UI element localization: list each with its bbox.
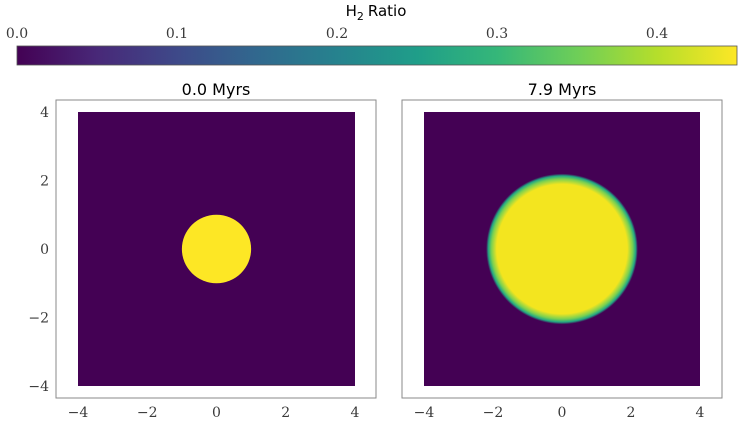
colorbar-tick-label: 0.2 [326,26,348,42]
x-tick-label: −4 [414,405,435,421]
y-tick-label: −4 [28,379,49,395]
panel-2-heatmap [424,112,700,386]
x-tick-label: 2 [281,405,290,421]
colorbar-title: H2 Ratio [346,2,407,23]
panel-1-heatmap [78,112,355,386]
x-tick-label: 0 [212,405,221,421]
x-tick-label: −2 [483,405,504,421]
y-tick-label: 0 [40,242,49,258]
y-tick-label: 2 [40,174,49,190]
x-tick-label: −4 [68,405,89,421]
colorbar-tick-label: 0.3 [486,26,508,42]
x-tick-label: 2 [627,405,636,421]
x-tick-label: 0 [558,405,567,421]
panel-2-x-ticks: −4 −2 0 2 4 [414,405,705,421]
colorbar-tick-label: 0.0 [6,26,28,42]
panel-1-y-ticks: 4 2 0 −2 −4 [28,105,49,395]
colorbar-ticks: 0.0 0.1 0.2 0.3 0.4 [6,26,668,42]
panel-2-title: 7.9 Myrs [528,80,597,99]
y-tick-label: −2 [28,311,49,327]
panel-1-title: 0.0 Myrs [182,80,251,99]
h2-blob [181,214,252,284]
colorbar-tick-label: 0.1 [166,26,188,42]
y-tick-label: 4 [40,105,49,121]
x-tick-label: 4 [351,405,360,421]
colorbar [16,45,738,66]
panel-1-x-ticks: −4 −2 0 2 4 [68,405,360,421]
x-tick-label: 4 [696,405,705,421]
h2-blob [486,173,638,325]
colorbar-tick-label: 0.4 [646,26,668,42]
x-tick-label: −2 [137,405,158,421]
